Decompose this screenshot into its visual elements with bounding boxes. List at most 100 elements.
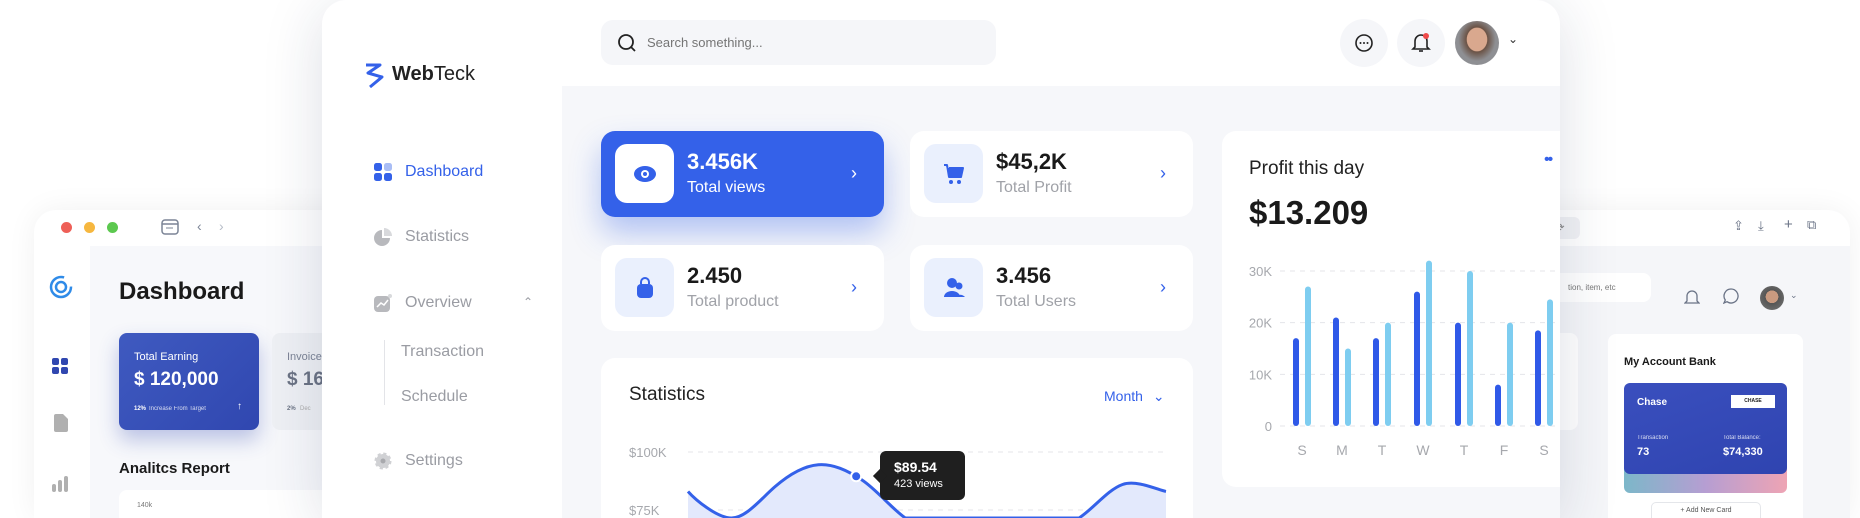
stat-value: $45,2K [996, 149, 1067, 174]
chevron-up-icon[interactable]: ⌃ [523, 295, 534, 309]
gear-icon [374, 452, 392, 470]
x-tick-label: S [1297, 442, 1306, 458]
minimize-dot[interactable] [84, 222, 95, 233]
chevron-right-icon[interactable]: › [851, 277, 857, 297]
stat-value: 3.456 [996, 263, 1052, 288]
bar-chart-icon[interactable] [52, 476, 68, 492]
account-bank-panel: My Account Bank Chase CHASE Transaction … [1608, 334, 1803, 518]
period-dropdown[interactable]: Month ⌄ [1104, 388, 1165, 405]
grid-icon [374, 163, 392, 181]
card-label: Invoice [287, 351, 322, 363]
maximize-dot[interactable] [107, 222, 118, 233]
search-input[interactable] [647, 35, 967, 50]
close-dot[interactable] [61, 222, 72, 233]
bar [1414, 291, 1420, 426]
bar [1507, 322, 1513, 426]
messages-button[interactable] [1340, 19, 1388, 67]
axis-tick: 140k [137, 502, 153, 509]
card-value: $ 16 [287, 369, 324, 390]
card-note: Increase From Target [149, 406, 206, 412]
tooltip-value: $89.54 [894, 459, 937, 475]
stat-value: 3.456K [687, 149, 758, 174]
forward-icon[interactable]: › [219, 218, 224, 234]
statistics-card: Statistics Month ⌄ $100K $75K $89.54 423 v… [601, 358, 1193, 518]
bar [1385, 322, 1391, 426]
sidebar-item-label: Dashboard [405, 163, 484, 180]
period-value: Month [1104, 388, 1143, 404]
chevron-right-icon[interactable]: › [851, 163, 857, 183]
chase-logo: CHASE [1731, 395, 1775, 408]
bar [1373, 338, 1379, 426]
chevron-down-icon[interactable]: ⌄ [1508, 32, 1519, 46]
sidebar-toggle-icon[interactable] [161, 219, 179, 235]
bar [1333, 317, 1339, 426]
transaction-value: 73 [1637, 446, 1650, 458]
stat-card-views[interactable]: 3.456K Total views › [601, 131, 884, 217]
sidebar-item-overview[interactable]: Overview [374, 294, 472, 312]
y-tick-label: 10K [1249, 367, 1272, 382]
stat-card-users[interactable]: 3.456 Total Users › [910, 245, 1193, 331]
notifications-button[interactable] [1397, 19, 1445, 67]
profit-value: $13.209 [1249, 194, 1369, 231]
x-tick-label: S [1539, 442, 1548, 458]
y-tick-label: $75K [629, 503, 660, 518]
total-earning-card[interactable]: Total Earning $ 120,000 12% Increase Fro… [119, 333, 259, 430]
bar [1345, 348, 1351, 426]
search-bar[interactable] [601, 20, 996, 65]
page-title: Dashboard [119, 278, 245, 305]
y-tick-label: $100K [629, 445, 667, 460]
profit-bar-chart: 0 10K 20K 30K S M T W T F S [1249, 260, 1560, 458]
bar [1467, 271, 1473, 426]
x-tick-label: T [1460, 442, 1469, 458]
highlight-point [850, 470, 863, 483]
card-percent: 2% [287, 406, 296, 412]
grid-icon[interactable] [52, 358, 68, 374]
add-card-button[interactable]: + Add New Card [1651, 502, 1761, 518]
stat-label: Total product [687, 293, 779, 310]
stat-card-profit[interactable]: $45,2K Total Profit › [910, 131, 1193, 217]
chevron-down-icon[interactable]: ⌄ [1790, 290, 1798, 300]
sidebar-item-label: Settings [405, 452, 463, 469]
sidebar-item-statistics[interactable]: Statistics [374, 228, 469, 246]
chart-icon [374, 294, 392, 312]
bar [1305, 286, 1311, 426]
user-avatar[interactable] [1455, 21, 1499, 65]
tooltip-views: 423 views [894, 478, 943, 490]
bank-card[interactable]: Chase CHASE Transaction 73 Total Balance… [1624, 383, 1787, 474]
chevron-right-icon[interactable]: › [1160, 163, 1166, 183]
new-tab-icon[interactable]: + [1784, 216, 1793, 233]
file-icon[interactable] [54, 414, 68, 432]
sidebar: WebTeck Dashboard Statistics Overview ⌃ … [322, 0, 562, 518]
copy-icon[interactable]: ⧉ [1807, 217, 1817, 232]
x-tick-label: M [1336, 442, 1348, 458]
chat-icon [1355, 34, 1373, 52]
back-icon[interactable]: ‹ [197, 218, 202, 234]
stat-label: Total Profit [996, 179, 1072, 196]
statistics-line-chart: $100K $75K [629, 445, 1167, 518]
sidebar-item-label: Statistics [405, 228, 470, 245]
pie-chart-icon [374, 228, 392, 246]
card-name: Chase [1637, 397, 1668, 408]
bar [1293, 338, 1299, 426]
arrow-up-icon: ↑ [237, 401, 242, 412]
bag-icon [636, 276, 653, 298]
bell-icon[interactable] [1684, 288, 1700, 306]
search-icon [618, 33, 636, 52]
chart-tooltip: $89.54 423 views [872, 451, 965, 500]
download-icon[interactable]: ⤓ [1758, 218, 1764, 233]
card-title: Profit this day [1249, 158, 1365, 179]
cart-icon [943, 163, 964, 184]
chevron-right-icon[interactable]: › [1160, 277, 1166, 297]
card-title: Statistics [629, 384, 706, 405]
sidebar-item-dashboard[interactable]: Dashboard [374, 163, 483, 181]
section-title: Analitcs Report [119, 460, 230, 477]
sidebar-subitem-schedule[interactable]: Schedule [401, 388, 468, 405]
share-icon[interactable]: ⇪ [1733, 218, 1744, 233]
sidebar-subitem-transaction[interactable]: Transaction [401, 343, 484, 360]
sidebar-item-settings[interactable]: Settings [374, 452, 463, 470]
stat-value: 2.450 [687, 263, 743, 288]
more-options-icon[interactable]: •• [1544, 151, 1553, 168]
stat-card-products[interactable]: 2.450 Total product › [601, 245, 884, 331]
chat-icon[interactable] [1723, 288, 1739, 304]
avatar[interactable] [1760, 286, 1784, 310]
